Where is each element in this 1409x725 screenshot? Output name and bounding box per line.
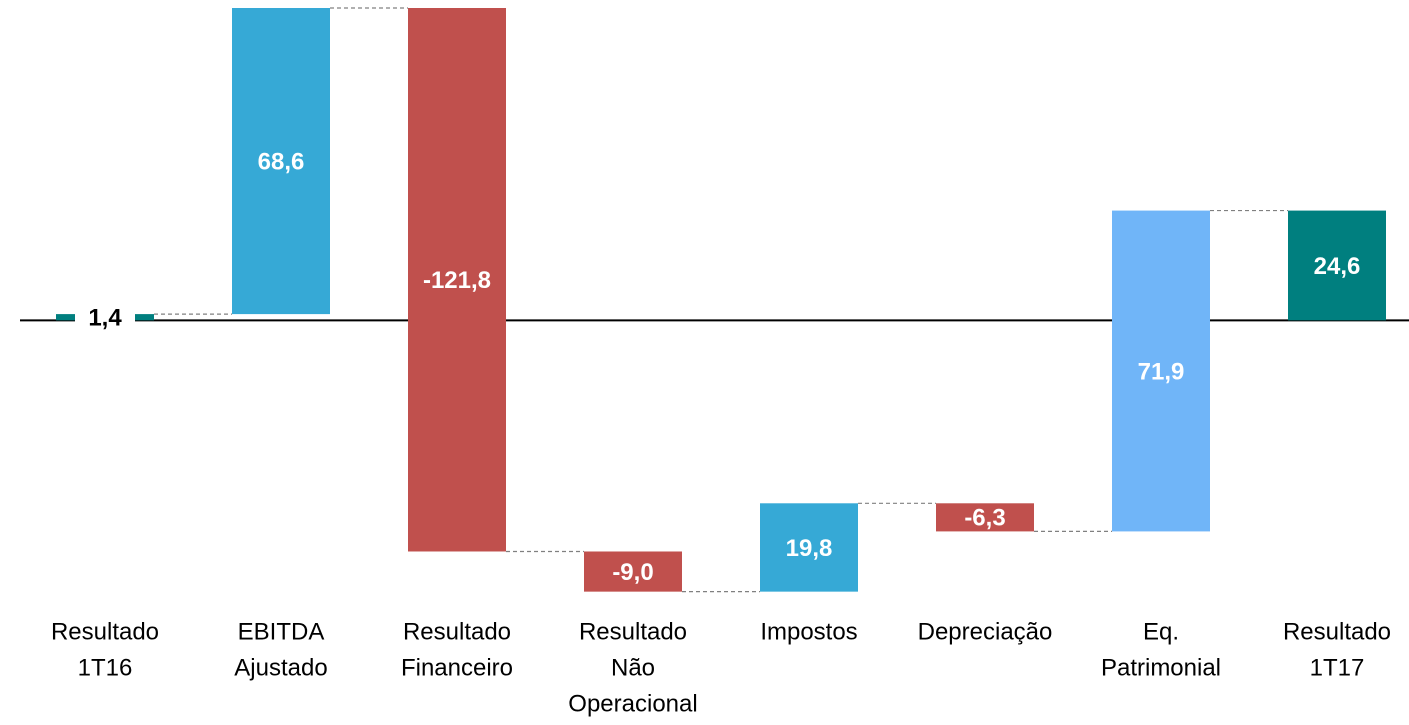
value-label: 71,9 bbox=[1138, 358, 1185, 385]
x-tick-label: Ajustado bbox=[234, 654, 327, 681]
x-tick-label: Resultado bbox=[51, 618, 159, 645]
bar bbox=[232, 8, 330, 315]
x-tick-label: Resultado bbox=[579, 618, 687, 645]
value-label: -9,0 bbox=[612, 559, 653, 586]
value-label: 68,6 bbox=[258, 148, 305, 175]
x-tick-label: Eq. bbox=[1143, 618, 1179, 645]
bar bbox=[760, 503, 858, 592]
value-label: -6,3 bbox=[964, 505, 1005, 532]
x-tick-label: 1T17 bbox=[1310, 654, 1365, 681]
x-tick-label: Depreciação bbox=[918, 618, 1053, 645]
bar bbox=[408, 8, 506, 552]
x-tick-label: Resultado bbox=[403, 618, 511, 645]
value-label: -121,8 bbox=[423, 267, 491, 294]
bar bbox=[936, 503, 1034, 532]
bar bbox=[1288, 210, 1386, 321]
x-tick-label: Operacional bbox=[568, 690, 697, 717]
value-label: 1,4 bbox=[88, 305, 122, 332]
x-tick-label: Financeiro bbox=[401, 654, 513, 681]
x-tick-label: 1T16 bbox=[78, 654, 133, 681]
x-tick-label: Patrimonial bbox=[1101, 654, 1221, 681]
x-tick-label: Resultado bbox=[1283, 618, 1391, 645]
bar bbox=[584, 551, 682, 592]
value-label: 24,6 bbox=[1314, 253, 1361, 280]
value-label: 19,8 bbox=[786, 535, 833, 562]
x-tick-label: Impostos bbox=[760, 618, 857, 645]
x-tick-label: EBITDA bbox=[238, 618, 325, 645]
label-bg bbox=[75, 303, 135, 332]
bar bbox=[1112, 210, 1210, 532]
x-tick-label: Não bbox=[611, 654, 655, 681]
